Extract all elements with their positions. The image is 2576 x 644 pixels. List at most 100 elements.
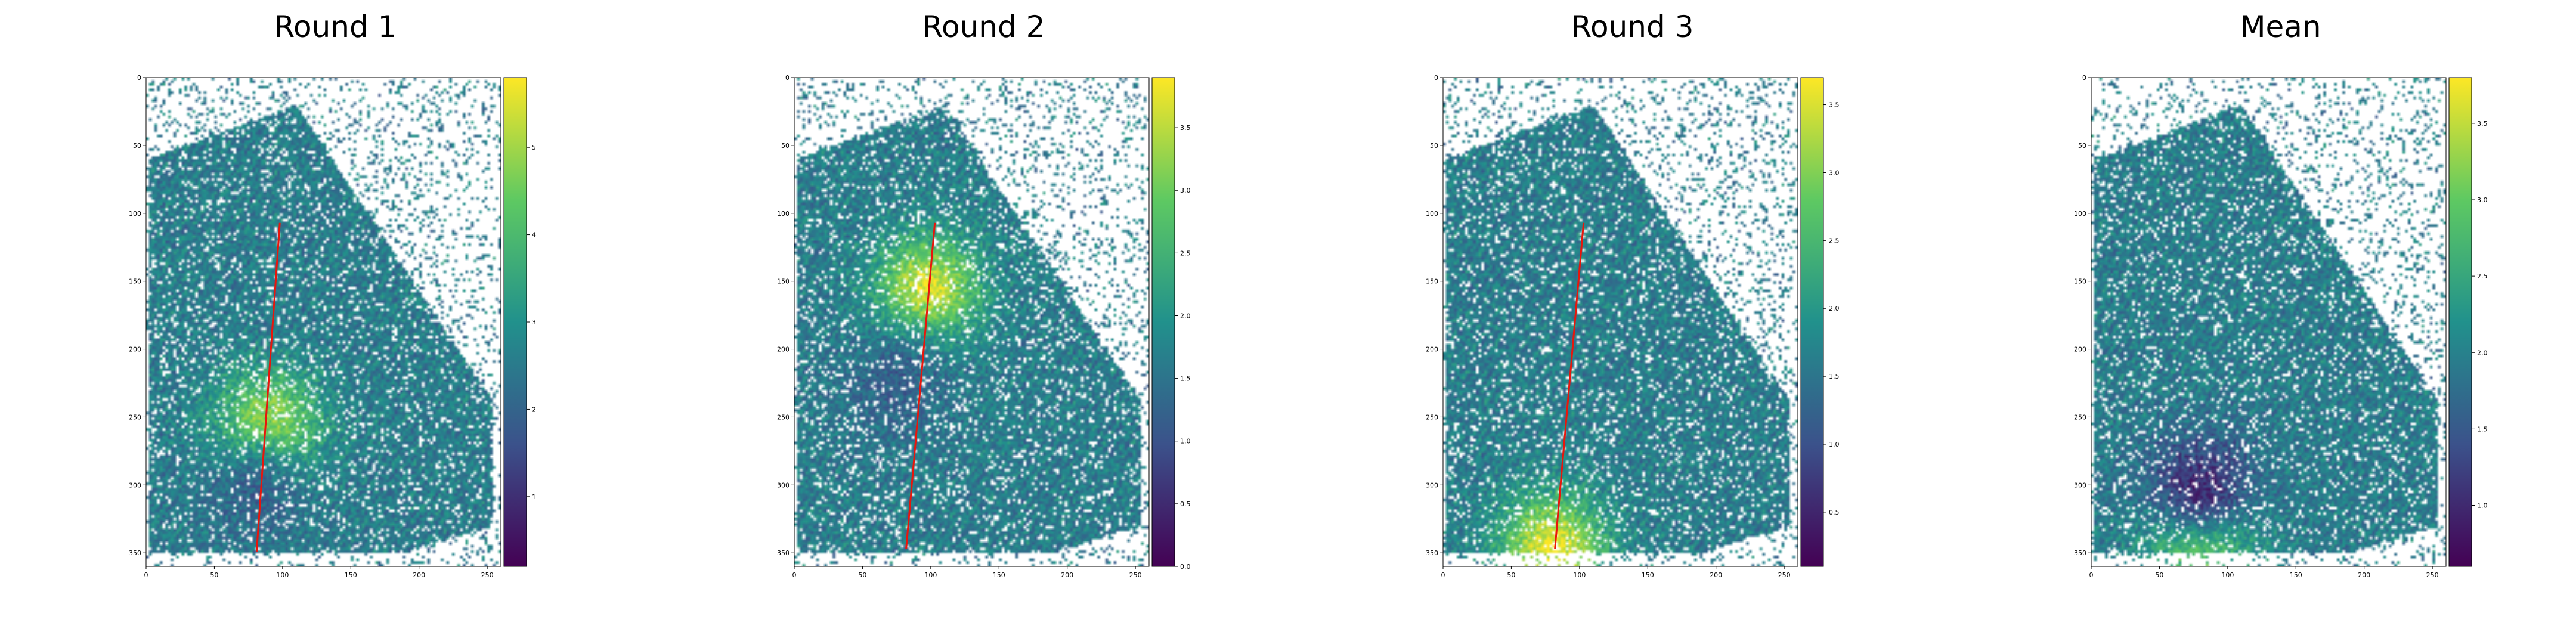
panel-title: Round 3 [1571,10,1694,44]
x-tick-label: 250 [1778,571,1791,579]
colorbar-tick-label: 0.0 [1180,563,1191,571]
axes-frame [2091,77,2447,567]
y-tick-label: 350 [129,549,141,557]
colorbar-tick-label: 0.5 [1180,500,1191,508]
y-tick-label: 100 [2074,210,2086,218]
y-tick-label: 200 [1426,346,1438,354]
colorbar-tick-label: 2.5 [1829,237,1840,244]
x-tick-label: 250 [1129,571,1142,579]
x-tick-label: 50 [210,571,218,579]
x-tick-label: 150 [345,571,357,579]
x-tick-label: 150 [993,571,1005,579]
x-tick-label: 100 [2221,571,2234,579]
y-tick-label: 100 [777,210,789,218]
panel-title: Round 2 [922,10,1045,44]
colorbar-tick-label: 3 [532,318,536,326]
x-tick-label: 200 [2358,571,2370,579]
colorbar [503,77,527,567]
colorbar-tick-label: 3.5 [1829,101,1840,109]
colorbar-tick-label: 2.5 [1180,249,1191,257]
colorbar-tick-label: 3.5 [2477,120,2488,128]
y-tick-label: 100 [129,210,141,218]
colorbar-tick-label: 5 [532,144,536,151]
y-tick-label: 300 [129,481,141,489]
y-tick-label: 200 [2074,346,2086,354]
y-tick-label: 200 [777,346,789,354]
colorbar-tick-label: 1.5 [1180,375,1191,383]
y-tick-label: 50 [781,142,789,150]
panel-1: Round 1 0 50 100 150 200 250 0 50 100 150 200 250 300… [129,10,536,579]
colorbar-tick-label: 1.5 [1829,373,1840,380]
colorbar-tick-label: 2.0 [1180,312,1191,320]
colorbar-tick-label: 3.5 [1180,124,1191,132]
panel-2: Round 2 0 50 100 150 200 250 0 50 100 150 200 250 300… [777,10,1191,579]
red-line [255,222,281,552]
y-tick-label: 300 [1426,481,1438,489]
heatmap-image [794,78,1149,566]
x-tick-label: 250 [481,571,494,579]
axes-frame [145,77,501,567]
heatmap-image [146,78,501,566]
y-tick-label: 50 [133,142,141,150]
axes-frame [1442,77,1798,567]
y-tick-label: 0 [1434,74,1438,82]
colorbar-tick-label: 3.0 [1180,187,1191,194]
red-line [1554,222,1585,549]
y-tick-label: 0 [785,74,789,82]
y-tick-label: 0 [2082,74,2086,82]
x-tick-label: 150 [2290,571,2302,579]
y-tick-label: 350 [1426,549,1438,557]
x-tick-label: 0 [2089,571,2094,579]
colorbar-tick-label: 1.5 [2477,425,2488,433]
panel-4: Mean 0 50 100 150 200 250 0 50 100 150 200 250 300 350… [2074,10,2488,579]
panel-title: Round 1 [274,10,397,44]
colorbar [1800,77,1824,567]
x-tick-label: 100 [1573,571,1586,579]
colorbar-tick-label: 1.0 [1829,441,1840,448]
colorbar [1151,77,1175,567]
y-tick-label: 0 [137,74,141,82]
y-tick-label: 250 [777,413,789,421]
y-tick-label: 100 [1426,210,1438,218]
x-tick-label: 250 [2426,571,2439,579]
colorbar [2448,77,2472,567]
y-tick-label: 150 [2074,278,2086,286]
x-tick-label: 200 [1710,571,1722,579]
y-tick-label: 200 [129,346,141,354]
y-tick-label: 350 [2074,549,2086,557]
heatmap-image [2091,78,2446,566]
x-tick-label: 100 [924,571,937,579]
y-tick-label: 250 [2074,413,2086,421]
y-tick-label: 350 [777,549,789,557]
colorbar-tick-label: 1.0 [2477,502,2488,510]
colorbar-tick-label: 3.0 [2477,196,2488,204]
panel-title: Mean [2240,10,2321,44]
x-tick-label: 50 [2155,571,2163,579]
colorbar-tick-label: 2 [532,405,536,413]
y-tick-label: 50 [2078,142,2086,150]
axes-frame [794,77,1150,567]
y-tick-label: 250 [1426,413,1438,421]
panel-3: Round 3 0 50 100 150 200 250 0 50 100 150 200 250 300… [1426,10,1840,579]
x-tick-label: 200 [1061,571,1073,579]
y-tick-label: 300 [777,481,789,489]
y-tick-label: 150 [1426,278,1438,286]
heatmap-image [1443,78,1798,566]
colorbar-tick-label: 2.5 [2477,273,2488,280]
colorbar-tick-label: 0.5 [1829,509,1840,516]
colorbar-tick-label: 1 [532,493,536,501]
x-tick-label: 0 [144,571,148,579]
colorbar-tick-label: 2.0 [2477,349,2488,357]
red-line [905,222,936,549]
x-tick-label: 50 [858,571,866,579]
x-tick-label: 100 [276,571,289,579]
x-tick-label: 0 [1441,571,1445,579]
x-tick-label: 50 [1507,571,1515,579]
y-tick-label: 150 [129,278,141,286]
x-tick-label: 0 [792,571,797,579]
colorbar-tick-label: 4 [532,231,536,239]
y-tick-label: 250 [129,413,141,421]
colorbar-tick-label: 3.0 [1829,169,1840,177]
x-tick-label: 150 [1642,571,1654,579]
